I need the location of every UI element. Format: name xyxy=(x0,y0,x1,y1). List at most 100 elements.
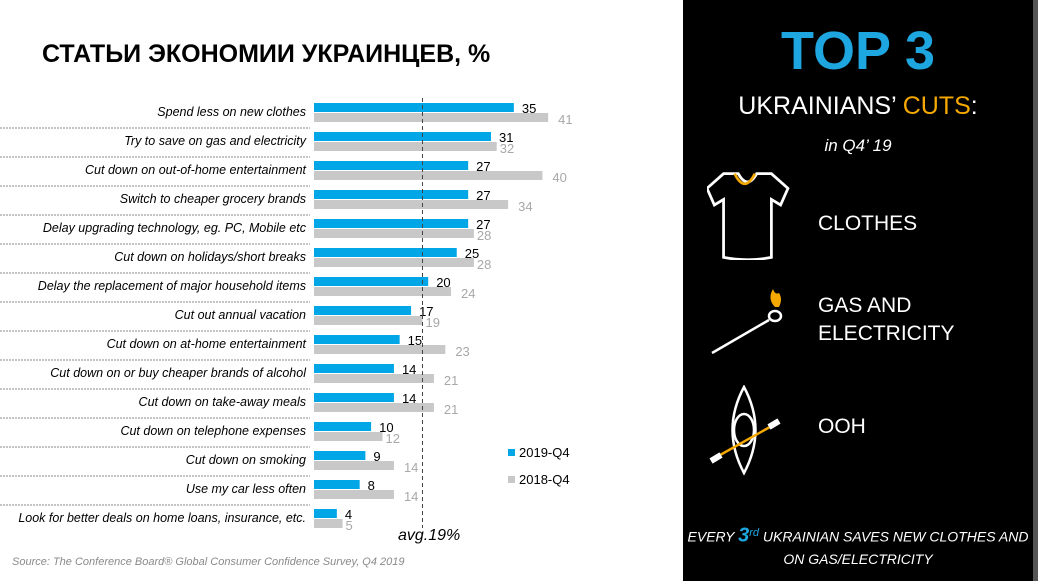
kayak-icon xyxy=(709,385,781,476)
value-label-2018: 32 xyxy=(500,141,514,156)
legend-label: 2019-Q4 xyxy=(519,445,570,460)
item-ooh: OOH xyxy=(818,415,866,438)
avg-label: avg.19% xyxy=(398,527,461,544)
bar-2018 xyxy=(314,403,434,412)
value-label-2018: 5 xyxy=(346,518,353,533)
item-gas-electricity: GAS AND ELECTRICITY xyxy=(818,294,955,345)
bar-2019 xyxy=(314,190,469,199)
legend-swatch xyxy=(508,449,515,456)
footer-ordinal: rd xyxy=(749,527,760,539)
category-label: Cut down on at-home entertainment xyxy=(107,337,307,351)
value-label-2019: 15 xyxy=(408,333,422,348)
bar-2018 xyxy=(314,461,394,470)
category-label: Cut out annual vacation xyxy=(175,308,306,322)
bar-2019 xyxy=(314,335,400,344)
bar-2018 xyxy=(314,229,474,238)
match-icon xyxy=(711,289,783,355)
bar-2018 xyxy=(314,113,549,122)
value-label-2018: 41 xyxy=(558,112,572,127)
bar-2018 xyxy=(314,200,509,209)
category-label: Cut down on or buy cheaper brands of alc… xyxy=(50,366,307,380)
value-label-2019: 8 xyxy=(368,478,375,493)
panel-edge xyxy=(1033,0,1038,581)
value-label-2019: 10 xyxy=(379,420,393,435)
subtitle-colon: : xyxy=(970,92,978,120)
legend-label: 2018-Q4 xyxy=(519,472,570,487)
category-label: Look for better deals on home loans, ins… xyxy=(18,511,306,525)
value-label-2019: 14 xyxy=(402,391,416,406)
value-label-2019: 31 xyxy=(499,130,513,145)
footer-number: 3 xyxy=(738,524,750,547)
value-label-2019: 4 xyxy=(345,507,352,522)
value-label-2019: 14 xyxy=(402,362,416,377)
panel-title: TOP 3 xyxy=(780,21,936,81)
value-label-2019: 27 xyxy=(476,188,490,203)
bar-2018 xyxy=(314,287,452,296)
value-label-2018: 23 xyxy=(455,344,469,359)
value-label-2019: 20 xyxy=(436,275,450,290)
top3-panel: TOP 3 UKRAINIANS’ CUTS: in Q4’ 19 CLOTHE… xyxy=(683,0,1033,581)
value-label-2018: 21 xyxy=(444,373,458,388)
t-shirt-icon xyxy=(707,172,790,260)
value-label-2019: 35 xyxy=(522,101,536,116)
category-label: Cut down on out-of-home entertainment xyxy=(85,163,306,177)
panel-subtitle: UKRAINIANS’ CUTS: xyxy=(683,92,1033,121)
subtitle-highlight: CUTS xyxy=(902,92,971,120)
bar-2018 xyxy=(314,490,394,499)
value-label-2018: 14 xyxy=(404,460,418,475)
category-label: Switch to cheaper grocery brands xyxy=(120,192,306,206)
panel-footer: EVERY 3rd UKRAINIAN SAVES NEW CLOTHES AN… xyxy=(683,522,1033,570)
bar-2018 xyxy=(314,142,497,151)
value-label-2018: 19 xyxy=(425,315,439,330)
bar-2018 xyxy=(314,432,383,441)
bar-2019 xyxy=(314,364,394,373)
value-label-2019: 9 xyxy=(373,449,380,464)
bar-2019 xyxy=(314,161,469,170)
value-label-2019: 25 xyxy=(465,246,479,261)
value-label-2018: 34 xyxy=(518,199,532,214)
value-label-2018: 24 xyxy=(461,286,475,301)
bar-2019 xyxy=(314,480,360,489)
value-label-2018: 12 xyxy=(386,431,400,446)
bar-2018 xyxy=(314,171,543,180)
footer-text: UKRAINIAN SAVES NEW CLOTHES AND ON GAS/E… xyxy=(759,528,1029,567)
category-label: Cut down on smoking xyxy=(186,453,306,467)
footer-text: EVERY xyxy=(687,528,739,545)
bar-2019 xyxy=(314,451,366,460)
value-label-2018: 40 xyxy=(552,170,566,185)
bar-2018 xyxy=(314,519,343,528)
item-clothes: CLOTHES xyxy=(818,212,918,235)
legend-2019: 2019-Q4 xyxy=(508,445,570,460)
category-label: Cut down on take-away meals xyxy=(139,395,306,409)
category-label: Cut down on holidays/short breaks xyxy=(114,250,306,264)
category-label: Delay upgrading technology, eg. PC, Mobi… xyxy=(43,221,307,235)
value-label-2018: 28 xyxy=(477,228,491,243)
bar-2019 xyxy=(314,132,492,141)
legend-swatch xyxy=(508,476,515,483)
category-label: Cut down on telephone expenses xyxy=(120,424,306,438)
bar-2019 xyxy=(314,219,469,228)
category-label: Delay the replacement of major household… xyxy=(38,279,306,293)
value-label-2018: 21 xyxy=(444,402,458,417)
bar-2019 xyxy=(314,248,457,257)
value-label-2019: 27 xyxy=(476,159,490,174)
bar-2018 xyxy=(314,316,423,325)
bar-2019 xyxy=(314,103,514,112)
bar-2019 xyxy=(314,509,337,518)
bar-2018 xyxy=(314,258,474,267)
bar-2019 xyxy=(314,277,429,286)
bar-2019 xyxy=(314,393,394,402)
bar-2019 xyxy=(314,306,412,315)
value-label-2018: 14 xyxy=(404,489,418,504)
value-label-2019: 27 xyxy=(476,217,490,232)
chart-title: СТАТЬИ ЭКОНОМИИ УКРАИНЦЕВ, % xyxy=(42,40,491,68)
source-note: Source: The Conference Board® Global Con… xyxy=(12,556,405,568)
subtitle-text: UKRAINIANS’ xyxy=(738,92,903,120)
category-label: Spend less on new clothes xyxy=(157,105,306,119)
bar-2019 xyxy=(314,422,372,431)
category-label: Use my car less often xyxy=(186,482,306,496)
bar-2018 xyxy=(314,345,446,354)
panel-period: in Q4’ 19 xyxy=(824,136,892,155)
bar-chart: Spend less on new clothes 35 41 Try to save… xyxy=(0,98,573,533)
value-label-2018: 28 xyxy=(477,257,491,272)
